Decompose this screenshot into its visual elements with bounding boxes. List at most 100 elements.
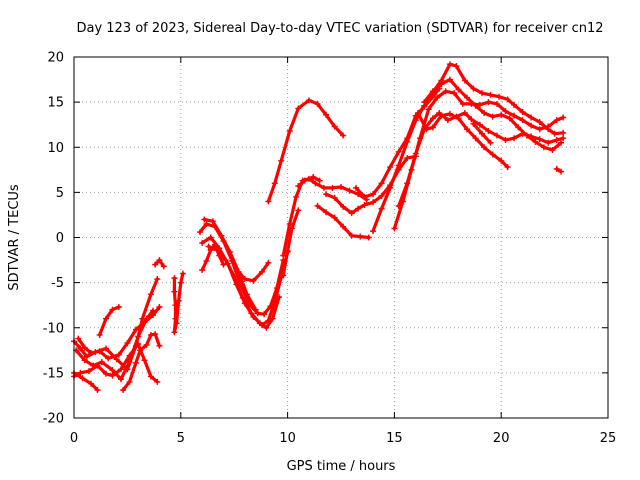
data-point [331,214,338,221]
data-point [438,112,445,119]
series-arc-26 [421,76,565,153]
data-point [560,135,567,142]
data-point [205,243,212,250]
data-point [126,352,133,359]
data-point [152,261,159,268]
data-point [323,209,330,216]
data-point [147,291,154,298]
data-point [77,369,84,376]
data-point [137,347,144,354]
series-arc-25 [391,88,567,232]
x-tick-label: 10 [279,431,296,446]
data-point [506,115,513,122]
data-point [485,128,492,135]
data-point [323,111,330,118]
series-line [315,204,371,240]
y-tick-label: -5 [51,276,64,291]
data-point [103,315,110,322]
data-point [265,198,272,205]
data-point [496,93,503,100]
data-point [115,303,122,310]
series-arc-8 [152,257,167,270]
series-line [281,208,300,277]
data-point [329,184,336,191]
data-point [558,139,565,146]
data-point [528,114,535,121]
data-point [370,228,377,235]
data-point [444,117,451,124]
data-point [156,257,163,264]
data-point [286,128,293,135]
series-arc-13 [201,216,259,313]
data-point [489,151,496,158]
data-point [438,81,445,88]
series-arc-3 [75,303,163,362]
series-arc-2 [73,307,157,383]
data-point [88,380,95,387]
data-point [207,234,214,241]
data-point [117,376,124,383]
data-point [549,146,556,153]
data-point [280,272,287,279]
data-point [77,345,84,352]
data-point [286,220,293,227]
plot-frame [73,56,609,419]
data-point [141,319,148,326]
data-point [472,102,479,109]
data-point [540,144,547,151]
axis-ticks: 0 5 10 15 20 25 -20 -15 -10 -5 0 5 10 15 20 [43,51,617,447]
data-point [179,270,186,277]
data-point [429,115,436,122]
data-point [461,77,468,84]
data-point [256,320,263,327]
series-line [72,371,100,392]
data-point [244,291,251,298]
x-tick-label: 5 [177,431,185,446]
y-tick-label: 15 [47,96,64,111]
data-point [532,138,539,145]
data-point [338,183,344,190]
data-point [378,205,385,212]
data-point [378,192,385,199]
data-point [284,248,291,255]
series-arc-21 [323,153,419,217]
series-line [296,175,322,188]
data-point [147,331,154,338]
data-point [295,105,302,112]
data-point [226,248,233,255]
data-point [96,331,103,338]
data-point [348,210,355,217]
x-tick-label: 25 [600,431,617,446]
data-point [316,177,323,184]
data-point [265,259,272,266]
data-point [536,118,543,125]
data-point [404,155,411,162]
data-point [331,123,338,130]
data-point [171,329,178,336]
data-point [154,276,161,283]
series-line [74,309,155,381]
data-point [464,94,471,101]
data-point [498,111,505,118]
data-point [481,109,488,116]
data-point [295,183,302,190]
series-arc-28 [470,120,494,146]
data-point [109,306,116,313]
data-point [105,355,112,362]
data-point [408,166,415,173]
y-tick-label: 10 [47,141,64,156]
data-point [425,106,432,113]
data-point [560,114,567,121]
series-line [354,87,441,199]
series-arc-27 [414,109,511,171]
data-point [94,362,101,369]
x-tick-label: 15 [386,431,403,446]
data-point [346,187,353,194]
data-point [472,135,479,142]
data-point [241,276,248,283]
data-point [261,311,268,318]
data-point [81,344,88,351]
data-point [481,144,488,151]
data-point [276,294,283,301]
